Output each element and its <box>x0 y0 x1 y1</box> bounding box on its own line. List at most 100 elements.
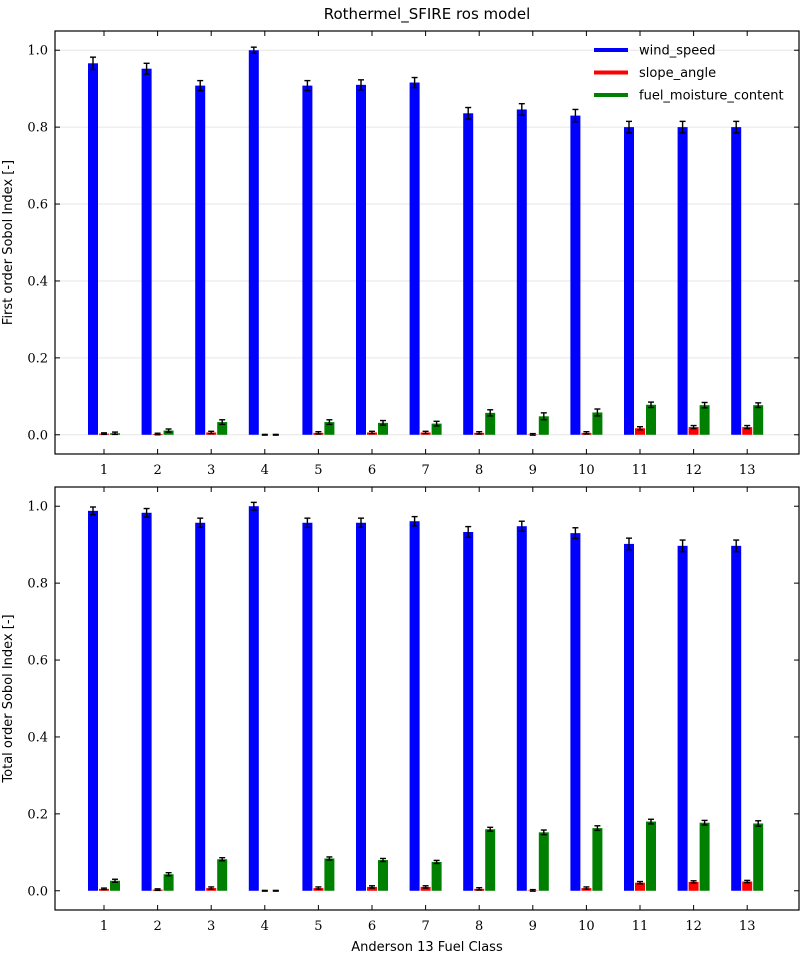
errorbar-slope_angle-4 <box>261 889 268 892</box>
xtick-label: 13 <box>739 919 756 934</box>
xtick-label: 3 <box>207 919 215 934</box>
bar-slope_angle-11 <box>635 428 645 435</box>
xtick-label: 7 <box>421 919 429 934</box>
bar-fuel_moisture_content-13 <box>753 405 764 435</box>
legend-label-fuel_moisture_content: fuel_moisture_content <box>639 89 784 104</box>
xtick-label: 8 <box>475 463 483 478</box>
ytick-label: 0.6 <box>27 198 48 213</box>
errorbar-fuel_moisture_content-7 <box>433 859 440 865</box>
bar-wind_speed-9 <box>516 526 527 891</box>
errorbar-wind_speed-7 <box>411 76 418 89</box>
ytick-label: 1.0 <box>27 500 48 515</box>
errorbar-fuel_moisture_content-2 <box>165 871 172 877</box>
errorbar-slope_angle-6 <box>369 885 375 889</box>
y-axis-label: First order Sobol Index [-] <box>1 160 16 325</box>
ytick-label: 0.8 <box>27 577 48 592</box>
bar-wind_speed-7 <box>409 82 420 435</box>
errorbar-slope_angle-2 <box>154 888 161 892</box>
errorbar-wind_speed-10 <box>572 527 579 540</box>
bar-fuel_moisture_content-12 <box>699 822 710 891</box>
bar-wind_speed-12 <box>677 127 688 435</box>
ytick-label: 0.8 <box>27 121 48 136</box>
errorbar-fuel_moisture_content-1 <box>112 878 118 884</box>
errorbar-slope_angle-9 <box>529 432 536 436</box>
errorbar-fuel_moisture_content-8 <box>487 409 494 417</box>
bar-wind_speed-12 <box>677 545 688 891</box>
errorbar-wind_speed-9 <box>518 520 525 532</box>
ytick-label: 0.4 <box>27 274 48 289</box>
errorbar-fuel_moisture_content-13 <box>755 402 762 409</box>
errorbar-wind_speed-12 <box>679 539 686 553</box>
bar-wind_speed-2 <box>141 68 152 435</box>
errorbar-fuel_moisture_content-6 <box>380 419 386 426</box>
errorbar-wind_speed-2 <box>143 507 150 518</box>
errorbar-fuel_moisture_content-10 <box>594 408 601 417</box>
xtick-label: 1 <box>100 919 108 934</box>
ytick-label: 0.4 <box>27 730 48 745</box>
errorbar-slope_angle-5 <box>315 886 322 890</box>
xtick-label: 5 <box>314 919 322 934</box>
bar-fuel_moisture_content-13 <box>753 823 764 891</box>
figure-title: Rothermel_SFIRE ros model <box>324 5 531 24</box>
legend-label-wind_speed: wind_speed <box>639 44 716 59</box>
xtick-label: 6 <box>368 463 376 478</box>
ytick-label: 0.2 <box>27 807 48 822</box>
errorbar-wind_speed-6 <box>358 79 364 91</box>
errorbar-wind_speed-1 <box>90 506 96 516</box>
errorbar-slope_angle-9 <box>529 888 536 892</box>
bar-fuel_moisture_content-3 <box>217 859 228 891</box>
bar-slope_angle-13 <box>742 881 753 891</box>
xtick-label: 2 <box>153 463 161 478</box>
errorbar-fuel_moisture_content-10 <box>594 825 601 832</box>
legend-label-slope_angle: slope_angle <box>639 66 716 81</box>
bar-slope_angle-12 <box>688 881 699 891</box>
errorbar-wind_speed-12 <box>679 120 686 134</box>
bar-wind_speed-9 <box>516 109 527 435</box>
errorbar-slope_angle-12 <box>690 424 697 430</box>
errorbar-slope_angle-1 <box>101 887 107 891</box>
bar-wind_speed-11 <box>624 127 634 435</box>
top-subplot-first-order: 0.00.20.40.60.81.01 2 3 4 5 6 7 8 9 10 11 12 13First… <box>1 30 800 478</box>
xtick-label: 8 <box>475 919 483 934</box>
xtick-label: 12 <box>685 463 702 478</box>
xtick-label: 5 <box>314 463 322 478</box>
xtick-label: 4 <box>261 463 269 478</box>
errorbar-fuel_moisture_content-4 <box>272 889 279 892</box>
bar-wind_speed-1 <box>88 63 98 435</box>
bar-wind_speed-13 <box>731 545 742 891</box>
errorbar-wind_speed-13 <box>733 539 740 553</box>
errorbar-wind_speed-4 <box>250 46 257 55</box>
bar-fuel_moisture_content-6 <box>378 422 388 435</box>
errorbar-wind_speed-8 <box>465 106 472 120</box>
bar-fuel_moisture_content-6 <box>378 860 388 891</box>
errorbar-fuel_moisture_content-5 <box>326 419 333 426</box>
errorbar-wind_speed-5 <box>304 517 311 529</box>
bar-wind_speed-7 <box>409 521 420 891</box>
bar-wind_speed-5 <box>302 85 313 435</box>
errorbar-slope_angle-13 <box>744 879 751 884</box>
errorbar-slope_angle-10 <box>583 886 590 890</box>
errorbar-wind_speed-2 <box>143 62 150 75</box>
errorbar-wind_speed-8 <box>465 525 472 539</box>
bar-fuel_moisture_content-2 <box>163 874 174 891</box>
bar-fuel_moisture_content-1 <box>110 880 120 891</box>
bar-wind_speed-8 <box>463 113 474 435</box>
errorbar-wind_speed-10 <box>572 108 579 123</box>
errorbar-fuel_moisture_content-6 <box>380 857 386 863</box>
ytick-label: 0.0 <box>27 884 48 899</box>
bar-wind_speed-1 <box>88 510 98 891</box>
errorbar-fuel_moisture_content-13 <box>755 820 762 827</box>
bar-wind_speed-4 <box>248 50 259 435</box>
errorbar-slope_angle-5 <box>315 430 322 435</box>
errorbar-wind_speed-3 <box>197 79 204 92</box>
errorbar-fuel_moisture_content-12 <box>701 401 708 409</box>
ytick-label: 0.6 <box>27 654 48 669</box>
bottom-subplot-total-order: 0.00.20.40.60.81.01 2 3 4 5 6 7 8 9 10 11 12 13Total… <box>1 486 800 955</box>
errorbar-fuel_moisture_content-9 <box>540 829 547 836</box>
errorbar-fuel_moisture_content-3 <box>219 857 226 862</box>
bar-fuel_moisture_content-11 <box>646 821 656 891</box>
bar-wind_speed-2 <box>141 512 152 891</box>
bar-wind_speed-3 <box>195 522 206 891</box>
bar-fuel_moisture_content-10 <box>592 828 603 891</box>
